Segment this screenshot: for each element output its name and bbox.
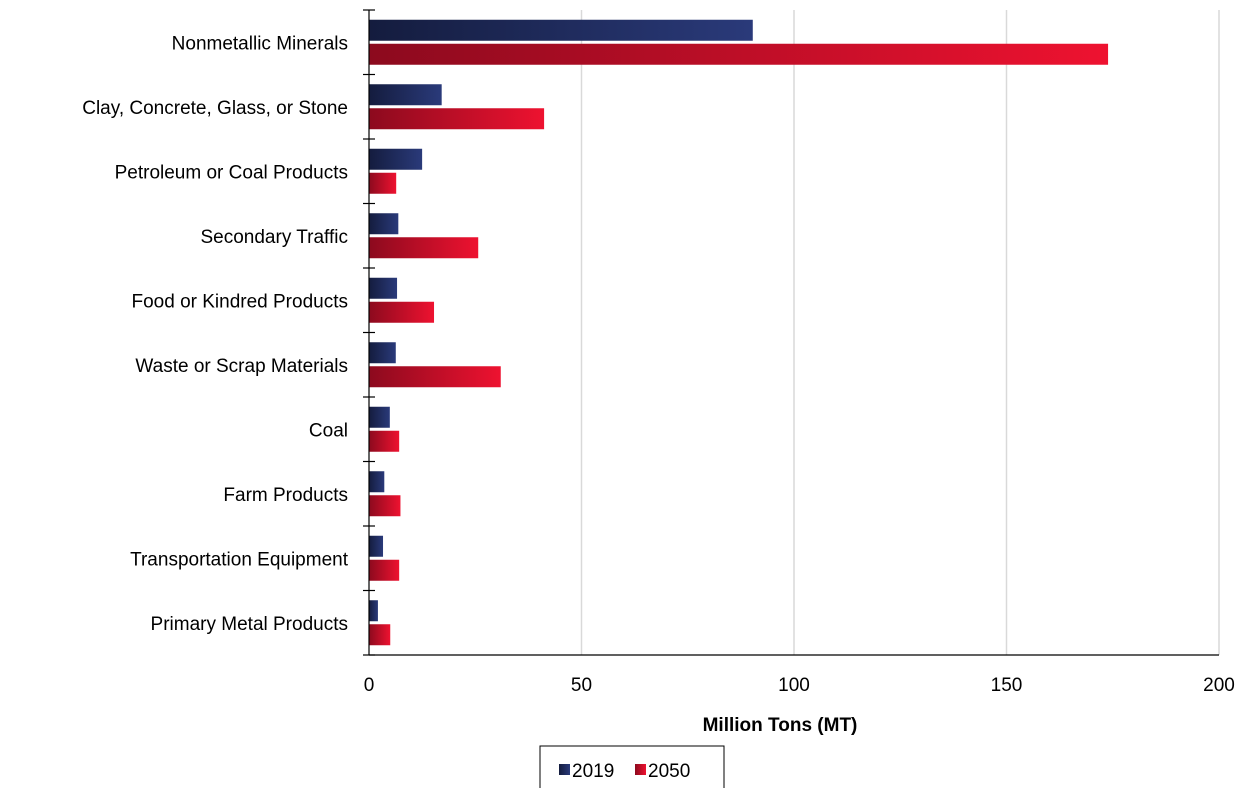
bar-2050-8 (369, 559, 400, 581)
category-label: Farm Products (223, 485, 348, 506)
bar-2050-5 (369, 366, 501, 388)
bar-2019-0 (369, 19, 753, 41)
legend: 2019 2050 (539, 745, 725, 791)
axes (363, 9, 1219, 656)
bar-2050-3 (369, 237, 479, 259)
category-label: Clay, Concrete, Glass, or Stone (82, 98, 348, 119)
legend-swatch-2019 (559, 764, 570, 775)
x-tick-label: 200 (1203, 675, 1235, 696)
category-label: Secondary Traffic (200, 227, 348, 248)
category-labels: Nonmetallic Minerals Clay, Concrete, Glas… (82, 33, 348, 635)
bar-2019-2 (369, 148, 423, 170)
legend-swatch-2050 (635, 764, 646, 775)
bar-2019-7 (369, 471, 385, 493)
bar-2050-9 (369, 624, 391, 646)
x-tick-label: 50 (571, 675, 592, 696)
category-label: Coal (309, 420, 348, 441)
bar-2019-8 (369, 535, 384, 557)
x-axis-title: Million Tons (MT) (703, 715, 858, 736)
bar-2050-1 (369, 108, 545, 130)
x-tick-label: 0 (364, 675, 375, 696)
bar-2050-2 (369, 172, 397, 194)
x-tick-label: 100 (778, 675, 810, 696)
category-label: Primary Metal Products (151, 614, 348, 635)
category-label: Petroleum or Coal Products (115, 162, 348, 183)
bar-2019-3 (369, 213, 399, 235)
category-label: Transportation Equipment (130, 549, 349, 570)
bar-2019-1 (369, 84, 442, 106)
bars (369, 19, 1109, 646)
bar-2019-5 (369, 342, 396, 364)
bar-2019-9 (369, 600, 378, 622)
bar-2019-4 (369, 277, 398, 299)
category-label: Nonmetallic Minerals (172, 33, 348, 54)
gridlines (580, 10, 1220, 655)
x-tick-label: 150 (991, 675, 1023, 696)
x-tick-labels: 0 50 100 150 200 (364, 675, 1235, 696)
bar-2050-6 (369, 430, 400, 452)
bar-2050-4 (369, 301, 435, 323)
category-label: Food or Kindred Products (131, 291, 348, 312)
bar-2050-7 (369, 495, 401, 517)
bar-2050-0 (369, 43, 1109, 65)
legend-label-2019: 2019 (572, 761, 614, 782)
legend-label-2050: 2050 (648, 761, 690, 782)
bar-2019-6 (369, 406, 390, 428)
category-label: Waste or Scrap Materials (135, 356, 348, 377)
legend-box (539, 745, 725, 791)
